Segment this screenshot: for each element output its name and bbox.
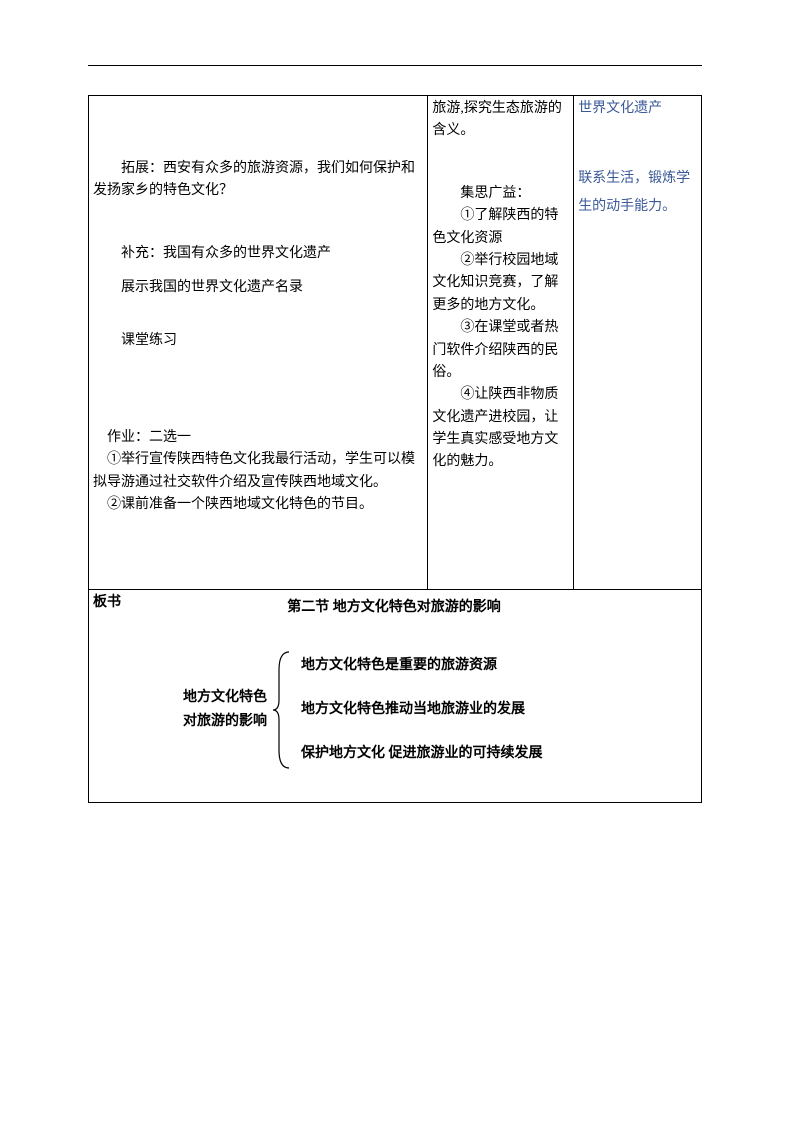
diagram-topic-line1: 地方文化特色 — [183, 686, 267, 710]
diagram-point-3: 保护地方文化 促进旅游业的可持续发展 — [301, 732, 543, 776]
table-row-content: 拓展：西安有众多的旅游资源，我们如何保护和发扬家乡的特色文化？ 补充：我国有众多… — [89, 96, 702, 590]
life-connection-note: 联系生活，锻炼学生的动手能力。 — [578, 165, 697, 221]
cell-teaching-content: 拓展：西安有众多的旅游资源，我们如何保护和发扬家乡的特色文化？ 补充：我国有众多… — [89, 96, 428, 590]
heritage-note: 世界文化遗产 — [578, 98, 697, 120]
diagram-points: 地方文化特色是重要的旅游资源 地方文化特色推动当地旅游业的发展 保护地方文化 促… — [291, 644, 543, 775]
brainstorm-item-3: ③在课堂或者热门软件介绍陕西的民俗。 — [432, 317, 569, 384]
lesson-plan-table: 拓展：西安有众多的旅游资源，我们如何保护和发扬家乡的特色文化？ 补充：我国有众多… — [88, 95, 702, 803]
brainstorm-item-2: ②举行校园地域文化知识竞赛，了解更多的地方文化。 — [432, 250, 569, 317]
header-rule — [88, 65, 702, 66]
section-title: 第二节 地方文化特色对旅游的影响 — [91, 592, 697, 634]
homework-option-1: ①举行宣传陕西特色文化我最行活动，学生可以模拟导游通过社交软件介绍及宣传陕西地域… — [93, 449, 423, 494]
brainstorm-item-4: ④让陕西非物质文化遗产进校园，让学生真实感受地方文化的魅力。 — [432, 384, 569, 474]
diagram-point-1: 地方文化特色是重要的旅游资源 — [301, 644, 543, 688]
diagram-topic-line2: 对旅游的影响 — [183, 710, 267, 734]
homework-title: 作业：二选一 — [93, 427, 423, 449]
cell-student-activity: 旅游,探究生态旅游的含义。 集思广益： ①了解陕西的特色文化资源 ②举行校园地域… — [428, 96, 574, 590]
diagram-topic: 地方文化特色 对旅游的影响 — [183, 686, 271, 734]
practice-text: 课堂练习 — [93, 330, 423, 352]
brainstorm-title: 集思广益： — [432, 183, 569, 205]
brace-icon — [271, 650, 291, 770]
concept-diagram: 地方文化特色 对旅游的影响 地方文化特色是重要的旅游资源 地方文化特色推动当地旅… — [93, 634, 697, 800]
diagram-point-2: 地方文化特色推动当地旅游业的发展 — [301, 688, 543, 732]
cell-notes: 世界文化遗产 联系生活，锻炼学生的动手能力。 — [574, 96, 702, 590]
supplement-text: 补充：我国有众多的世界文化遗产 — [93, 243, 423, 265]
table-row-board: 板书 第二节 地方文化特色对旅游的影响 地方文化特色 对旅游的影响 地方文化特色… — [89, 589, 702, 803]
brainstorm-item-1: ①了解陕西的特色文化资源 — [432, 205, 569, 250]
display-text: 展示我国的世界文化遗产名录 — [93, 277, 423, 299]
cell-board-writing: 板书 第二节 地方文化特色对旅游的影响 地方文化特色 对旅游的影响 地方文化特色… — [89, 589, 702, 803]
homework-option-2: ②课前准备一个陕西地域文化特色的节目。 — [93, 494, 423, 516]
intro-text: 旅游,探究生态旅游的含义。 — [432, 98, 569, 143]
expansion-text: 拓展：西安有众多的旅游资源，我们如何保护和发扬家乡的特色文化？ — [93, 158, 423, 203]
